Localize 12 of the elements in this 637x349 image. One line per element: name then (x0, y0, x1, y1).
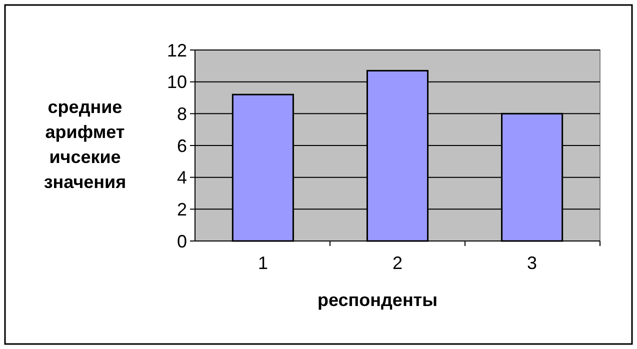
y-axis-title: средние арифмет ичсекие значения (44, 97, 126, 192)
x-tick-label: 2 (392, 253, 403, 273)
y-tick-label: 12 (166, 40, 187, 60)
y-tick-label: 2 (176, 199, 187, 220)
y-tick-label: 10 (166, 72, 187, 92)
x-axis-title: респонденты (317, 290, 438, 310)
y-tick-label: 6 (176, 136, 187, 156)
y-tick-label: 0 (176, 231, 187, 252)
y-tick-label: 8 (176, 104, 187, 124)
x-tick-label: 3 (527, 253, 538, 273)
x-tick-label: 1 (258, 253, 268, 273)
y-tick-label: 4 (176, 168, 187, 188)
